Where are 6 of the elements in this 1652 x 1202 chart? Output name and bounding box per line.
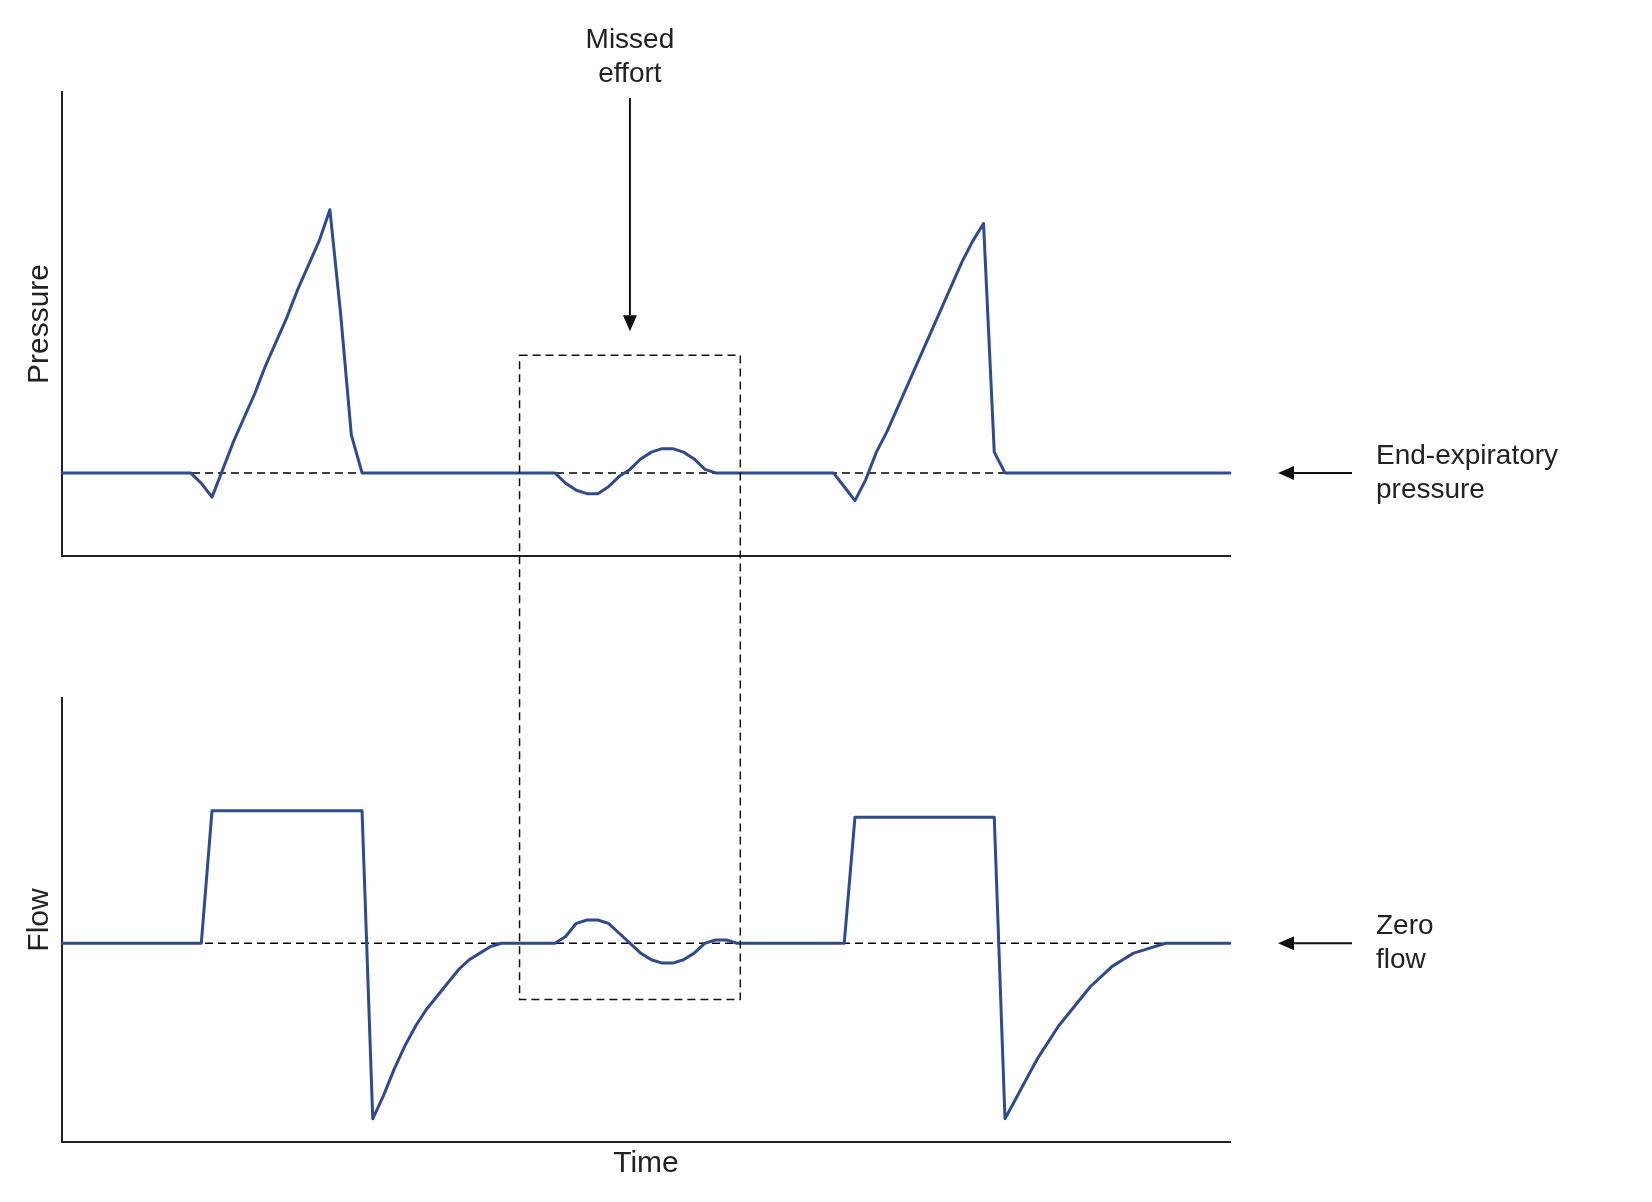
ref-line-label: End-expiratory pressure [1376,438,1559,504]
x-axis-title: Time [613,1145,679,1179]
ref-line-label: Zero flow [1376,908,1434,974]
y-axis-title: Pressure [21,263,55,385]
text: Missed effort [584,22,676,90]
y-axis-title: Flow [21,888,55,952]
